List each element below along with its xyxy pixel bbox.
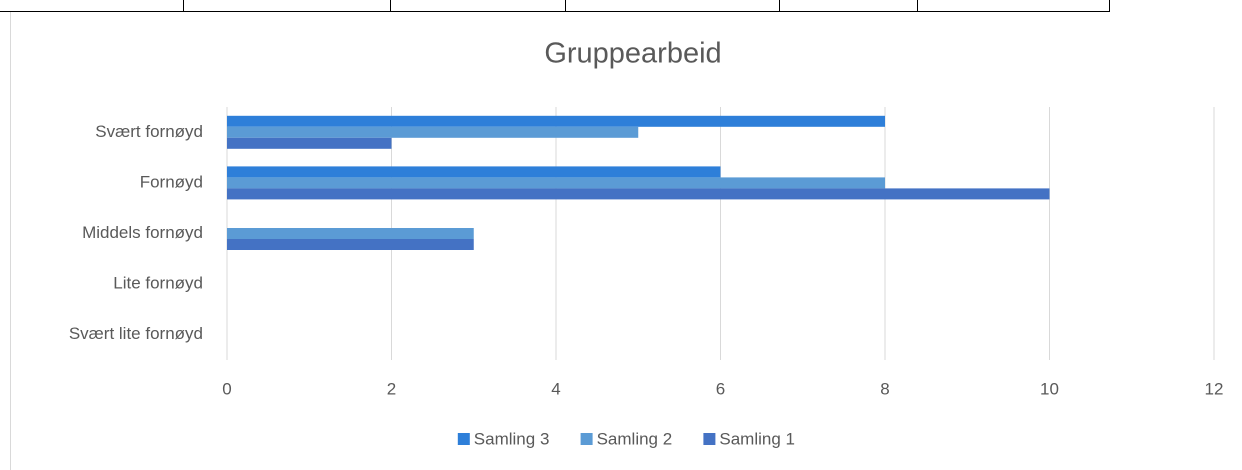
bar xyxy=(227,177,885,189)
bar xyxy=(227,188,1050,200)
x-tick-label: 2 xyxy=(387,379,396,398)
x-tick-label: 4 xyxy=(551,379,560,398)
y-tick-label: Middels fornøyd xyxy=(82,223,203,242)
bar xyxy=(227,166,721,178)
bar xyxy=(227,239,474,250)
legend-swatch xyxy=(580,433,593,445)
legend-label: Samling 1 xyxy=(719,429,795,448)
bar xyxy=(227,228,474,239)
x-tick-label: 8 xyxy=(880,379,889,398)
legend-swatch xyxy=(703,433,716,445)
table-border xyxy=(0,0,1110,12)
bar xyxy=(227,115,885,127)
y-tick-label: Svært lite fornøyd xyxy=(69,324,203,343)
x-tick-label: 10 xyxy=(1040,379,1059,398)
legend-label: Samling 3 xyxy=(474,429,550,448)
y-tick-label: Fornøyd xyxy=(140,172,203,191)
legend-swatch xyxy=(457,433,470,445)
y-tick-label: Svært fornøyd xyxy=(95,122,203,141)
bar xyxy=(227,137,392,149)
legend-label: Samling 2 xyxy=(597,429,673,448)
x-tick-label: 12 xyxy=(1205,379,1224,398)
x-tick-label: 0 xyxy=(222,379,231,398)
x-tick-label: 6 xyxy=(716,379,725,398)
bar xyxy=(227,126,639,138)
chart-title: Gruppearbeid xyxy=(544,38,721,70)
y-tick-label: Lite fornøyd xyxy=(113,274,203,293)
